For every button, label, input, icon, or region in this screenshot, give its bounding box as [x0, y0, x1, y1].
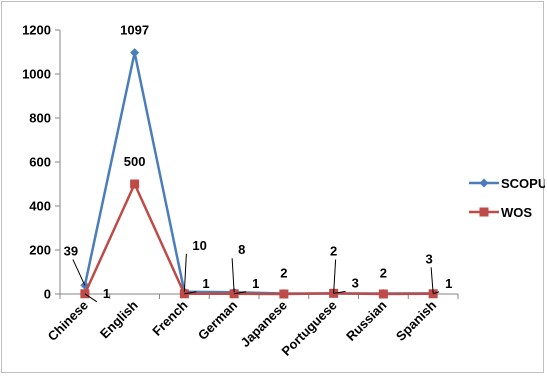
- series-lines: [80, 48, 438, 299]
- wos-point: [130, 179, 140, 189]
- legend-scopus-marker: [479, 178, 489, 188]
- wos-leader-line: [234, 291, 247, 295]
- wos-leader-line: [432, 291, 440, 295]
- wos-data-label: 500: [124, 154, 146, 169]
- x-tick-label: Chinese: [45, 298, 91, 344]
- scopus-series-line: [83, 52, 434, 295]
- y-tick-label: 0: [44, 287, 51, 302]
- y-tick-label: 1200: [22, 23, 51, 38]
- legend-wos-label: WOS: [501, 205, 532, 220]
- legend-scopus-label: SCOPUS: [501, 176, 545, 191]
- y-tick-label: 400: [29, 199, 51, 214]
- legend: SCOPUS WOS: [469, 176, 545, 220]
- x-tick-label: French: [149, 297, 190, 338]
- scopus-leader-line: [430, 267, 434, 294]
- wos-leader-line: [84, 293, 98, 303]
- y-tick-label: 1000: [22, 67, 51, 82]
- wos-data-label: 1: [202, 276, 209, 291]
- scopus-data-label: 2: [280, 266, 287, 281]
- y-tick-label: 800: [29, 111, 51, 126]
- y-tick-label: 200: [29, 243, 51, 258]
- wos-point: [279, 289, 289, 299]
- wos-data-label: 1: [103, 286, 110, 301]
- scopus-leader-line: [333, 259, 337, 294]
- x-tick-label: Spanish: [393, 297, 439, 343]
- wos-data-label: 1: [445, 276, 452, 291]
- scopus-data-label: 10: [192, 238, 206, 253]
- wos-series-line: [83, 180, 434, 296]
- scopus-data-label: 39: [64, 243, 78, 258]
- axes: [59, 30, 458, 295]
- y-tick-label: 600: [29, 155, 51, 170]
- scopus-point: [130, 48, 140, 58]
- wos-point: [378, 289, 388, 299]
- wos-data-label: 3: [352, 275, 359, 290]
- scopus-leader-line: [72, 259, 86, 286]
- scopus-data-label: 2: [380, 266, 387, 281]
- scopus-data-label: 3: [426, 251, 433, 266]
- x-tick-label: English: [97, 297, 141, 341]
- wos-leader-line: [333, 290, 346, 294]
- y-axis-ticks: 0 200 400 600 800 1000 1200: [22, 23, 60, 302]
- x-tick-label: German: [195, 297, 240, 342]
- x-axis-ticks: Chinese English French GermanJapanesePortug…: [45, 294, 459, 359]
- scopus-data-label: 2: [330, 244, 337, 259]
- scopus-data-label: 8: [238, 242, 245, 257]
- scopus-leader-line: [231, 258, 235, 293]
- wos-leader-line: [184, 291, 197, 295]
- scopus-leader-line: [183, 253, 187, 292]
- x-tick-label: Russian: [343, 297, 389, 343]
- legend-wos-marker: [479, 207, 489, 217]
- scopus-data-label: 1097: [120, 23, 149, 38]
- wos-data-label: 1: [252, 276, 259, 291]
- x-tick-label: Japanese: [237, 298, 290, 351]
